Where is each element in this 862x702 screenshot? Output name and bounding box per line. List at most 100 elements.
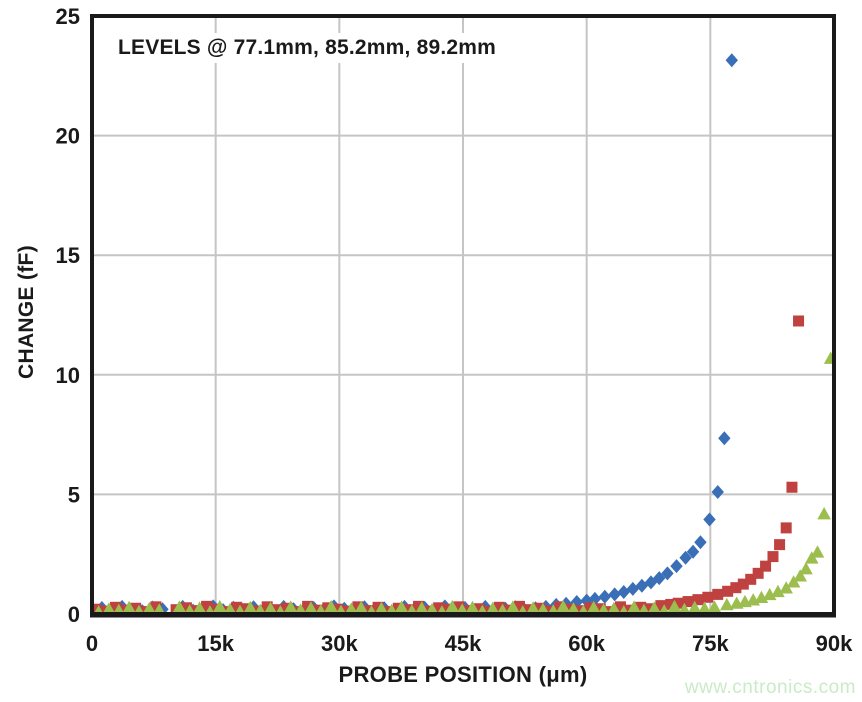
data-point-diamond [617, 584, 630, 599]
data-point-triangle [394, 600, 409, 613]
data-point-triangle [223, 602, 237, 616]
data-point-triangle [324, 599, 338, 613]
data-point-square [201, 600, 213, 612]
data-point-square [712, 588, 724, 600]
data-point-square [774, 539, 786, 551]
data-point-triangle [122, 600, 136, 614]
data-point-triangle [485, 601, 500, 615]
data-point-triangle [354, 600, 368, 614]
data-point-diamond [711, 485, 724, 500]
data-point-triangle [779, 581, 793, 594]
data-point-square [403, 604, 415, 616]
data-point-triangle [425, 602, 439, 616]
data-point-diamond [703, 512, 716, 527]
series-triangles [92, 351, 836, 616]
data-point-square [614, 601, 626, 613]
data-point-triangle [102, 602, 116, 615]
data-point-triangle [627, 600, 641, 613]
data-point-triangle [707, 600, 722, 613]
data-point-square [793, 315, 805, 327]
y-axis-label: CHANGE (fF) [15, 245, 38, 379]
data-point-square [737, 578, 749, 590]
data-point-triangle [414, 601, 429, 614]
data-point-square [493, 601, 505, 613]
data-point-diamond [661, 566, 674, 581]
data-point-triangle [697, 601, 712, 614]
data-point-diamond [608, 587, 621, 602]
gridlines [92, 16, 834, 614]
data-point-diamond [694, 535, 707, 550]
data-point-square [302, 600, 314, 612]
data-point-diamond [588, 591, 602, 606]
data-point-diamond [626, 581, 640, 596]
data-point-triangle [506, 600, 520, 613]
data-point-square [180, 602, 192, 614]
chart-title: LEVELS @ 77.1mm, 85.2mm, 89.2mm [115, 33, 507, 63]
data-point-square [780, 522, 792, 534]
x-tick-label: 0 [86, 631, 98, 656]
data-point-triangle [799, 562, 813, 575]
data-point-square [231, 601, 243, 613]
data-point-triangle [192, 601, 207, 614]
data-point-square [372, 601, 384, 613]
data-point-diamond [679, 550, 692, 565]
data-point-triangle [667, 599, 682, 613]
data-point-triangle [374, 601, 389, 615]
x-tick-label: 90k [816, 631, 853, 656]
data-point-triangle [810, 545, 825, 558]
data-point-triangle [304, 601, 318, 614]
data-point-diamond [635, 578, 649, 593]
x-tick-label: 30k [321, 631, 358, 656]
data-point-triangle [526, 601, 540, 614]
data-point-triangle [445, 599, 460, 613]
data-point-square [702, 591, 714, 603]
data-point-square [150, 601, 162, 613]
data-point-square [261, 601, 273, 613]
y-tick-label: 0 [68, 602, 80, 627]
data-point-triangle [212, 599, 227, 613]
tick-labels: 0 15k 30k 45k 60k 75k 90k 0 5 10 15 20 25 [56, 4, 854, 656]
data-point-triangle [687, 600, 702, 614]
data-point-square [786, 481, 798, 493]
data-point-triangle [607, 601, 621, 615]
data-point-square [672, 597, 684, 609]
data-point-square [594, 603, 606, 615]
x-tick-label: 45k [445, 631, 482, 656]
y-tick-label: 20 [56, 124, 80, 149]
series-diamonds [90, 53, 738, 616]
data-point-triangle [647, 601, 662, 614]
data-point-triangle [586, 600, 601, 614]
data-point-square [362, 605, 374, 616]
data-point-diamond [725, 53, 738, 68]
data-point-diamond [718, 431, 731, 446]
data-point-square [665, 598, 677, 610]
data-point-diamond [644, 575, 658, 590]
y-tick-label: 10 [56, 363, 80, 388]
data-point-square [760, 560, 772, 572]
data-point-diamond [598, 589, 612, 604]
data-point-square [412, 600, 424, 612]
data-point-triangle [566, 602, 581, 615]
series-squares [90, 315, 805, 616]
data-point-square [752, 567, 764, 579]
data-point-triangle [536, 602, 550, 616]
x-tick-label: 60k [568, 631, 605, 656]
data-point-square [730, 582, 742, 594]
data-point-triangle [677, 602, 692, 616]
data-point-triangle [263, 601, 278, 615]
data-point-triangle [142, 601, 157, 615]
data-point-square [692, 594, 704, 606]
y-tick-label: 5 [68, 482, 80, 507]
data-point-triangle [720, 597, 734, 611]
data-point-triangle [243, 600, 258, 614]
data-point-triangle [817, 507, 831, 520]
data-point-square [655, 600, 667, 612]
data-point-triangle [344, 602, 359, 615]
x-tick-label: 15k [197, 631, 234, 656]
data-point-square [635, 601, 647, 613]
data-point-triangle [283, 600, 298, 613]
data-point-square [767, 551, 779, 563]
data-point-square [109, 601, 121, 613]
data-point-square [682, 596, 694, 608]
